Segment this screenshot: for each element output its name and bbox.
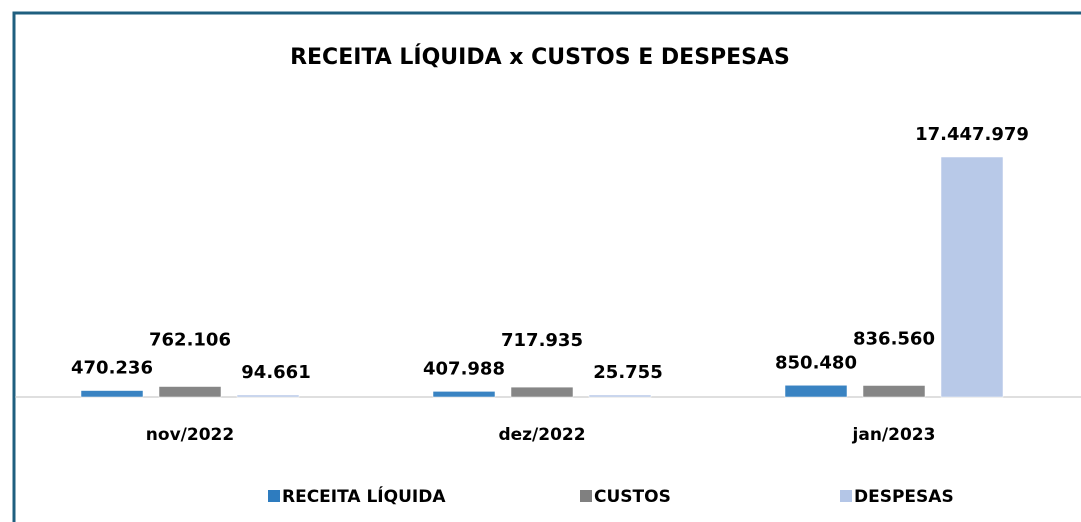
value-label: 25.755	[593, 362, 662, 383]
legend-label: RECEITA LÍQUIDA	[282, 485, 446, 507]
value-label: 762.106	[149, 330, 231, 351]
bar	[588, 394, 652, 398]
value-label: 17.447.979	[915, 124, 1029, 145]
frame	[12, 11, 1081, 522]
bar	[784, 385, 848, 398]
bar	[80, 390, 144, 398]
legend-label: DESPESAS	[854, 487, 954, 507]
value-label: 850.480	[775, 352, 857, 373]
bar	[510, 386, 574, 398]
value-label: 407.988	[423, 358, 505, 379]
x-tick-label: nov/2022	[146, 425, 234, 445]
bar	[432, 391, 496, 398]
value-label: 717.935	[501, 330, 583, 351]
value-label: 836.560	[853, 328, 935, 349]
value-label: 470.236	[71, 358, 153, 379]
bar	[862, 385, 926, 398]
legend-marker	[268, 490, 280, 502]
bar	[158, 386, 222, 398]
x-tick-label: jan/2023	[852, 425, 936, 445]
chart-title: RECEITA LÍQUIDA x CUSTOS E DESPESAS	[290, 44, 790, 70]
legend-label: CUSTOS	[594, 487, 671, 507]
bar	[940, 156, 1004, 398]
value-label: 94.661	[241, 362, 310, 383]
bar	[236, 394, 300, 398]
legend-marker	[580, 490, 592, 502]
x-tick-label: dez/2022	[498, 425, 585, 445]
legend-marker	[840, 490, 852, 502]
